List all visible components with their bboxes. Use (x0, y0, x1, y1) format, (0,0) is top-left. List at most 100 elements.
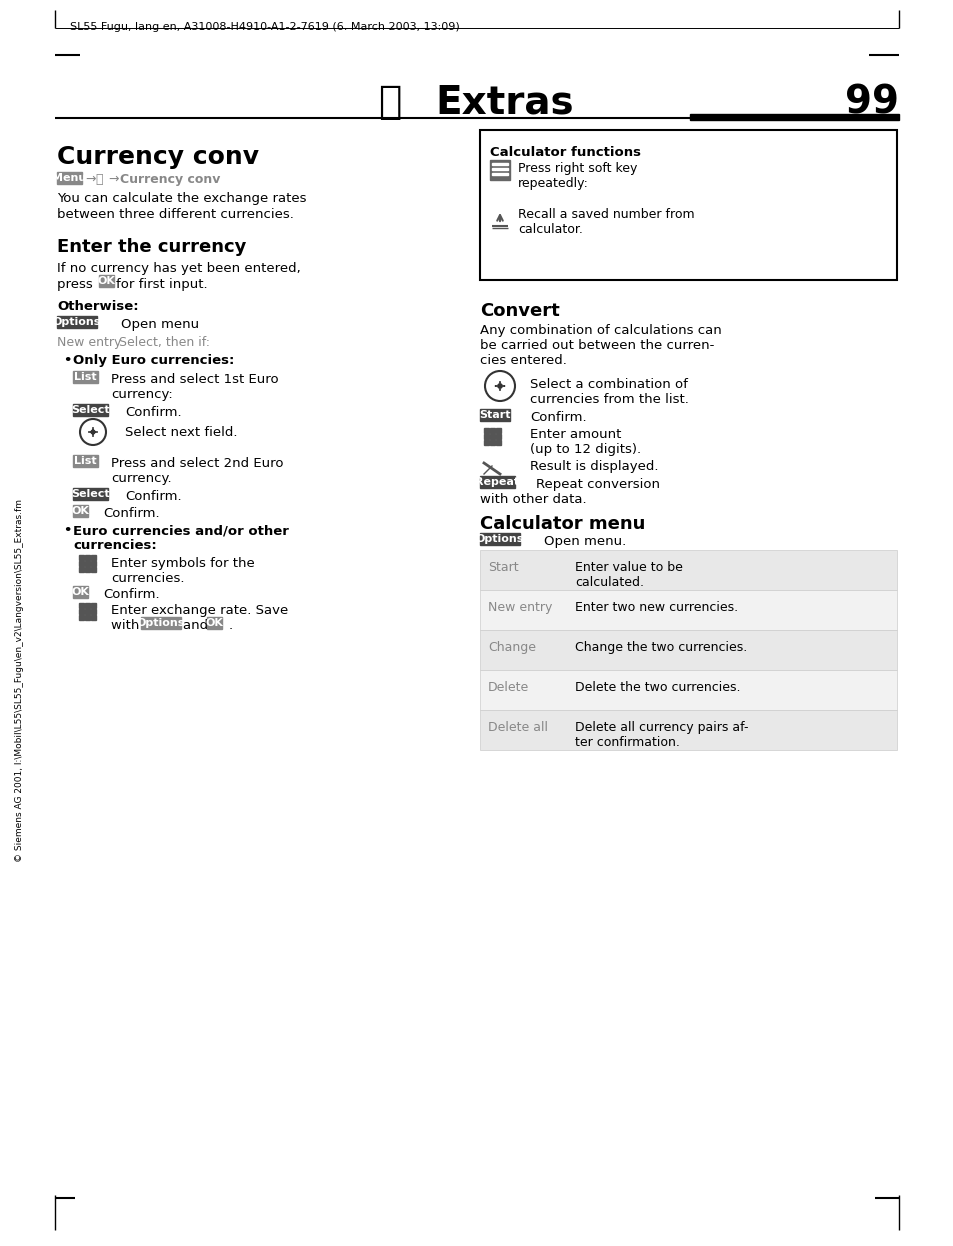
Text: Enter exchange rate. Save: Enter exchange rate. Save (111, 604, 288, 617)
Bar (207, 617, 221, 629)
Text: New entry: New entry (488, 601, 552, 614)
Bar (57, 316, 96, 328)
Text: Open menu: Open menu (121, 318, 199, 331)
Text: OK: OK (71, 506, 90, 516)
Text: Start: Start (488, 561, 518, 574)
Text: ⎘: ⎘ (378, 83, 401, 121)
Text: Confirm.: Confirm. (530, 411, 586, 424)
Text: 99: 99 (844, 83, 898, 121)
Bar (479, 130, 896, 280)
Text: Extras: Extras (435, 83, 573, 121)
Bar (91, 609, 96, 614)
Bar (79, 616, 84, 621)
Text: Press right soft key: Press right soft key (517, 162, 637, 174)
Text: Options: Options (136, 618, 185, 628)
Text: currencies.: currencies. (111, 572, 184, 586)
Bar (91, 603, 96, 608)
Bar (91, 561, 96, 566)
Text: Enter symbols for the: Enter symbols for the (111, 557, 254, 569)
Bar (85, 561, 90, 566)
Text: Enter two new currencies.: Enter two new currencies. (575, 601, 738, 614)
Text: Repeat conversion: Repeat conversion (536, 478, 659, 491)
Bar (479, 670, 896, 710)
Bar (483, 440, 489, 445)
Text: If no currency has yet been entered,: If no currency has yet been entered, (57, 262, 300, 275)
Circle shape (91, 430, 95, 435)
Text: currency:: currency: (111, 388, 172, 401)
Text: List: List (74, 456, 96, 466)
Bar (479, 549, 896, 591)
Text: Confirm.: Confirm. (103, 507, 159, 520)
Bar (492, 163, 507, 164)
Bar (689, 113, 898, 120)
Bar (490, 159, 510, 179)
Bar (79, 561, 84, 566)
Bar (85, 567, 90, 572)
Bar (85, 616, 90, 621)
Text: Options: Options (52, 316, 101, 326)
Text: Euro currencies and/or other: Euro currencies and/or other (73, 525, 289, 537)
Bar (496, 434, 500, 439)
Bar (99, 275, 113, 287)
Bar (483, 427, 489, 434)
Text: currency.: currency. (111, 472, 172, 485)
Text: Enter the currency: Enter the currency (57, 238, 246, 255)
Bar (479, 630, 896, 670)
Text: for first input.: for first input. (116, 278, 208, 292)
Text: cies entered.: cies entered. (479, 354, 566, 368)
Text: Otherwise:: Otherwise: (57, 300, 138, 313)
Text: Select, then if:: Select, then if: (119, 336, 210, 349)
Text: OK: OK (97, 277, 115, 287)
Text: Confirm.: Confirm. (103, 588, 159, 601)
Text: OK: OK (205, 618, 223, 628)
Text: Calculator functions: Calculator functions (490, 146, 640, 159)
Text: Currency conv: Currency conv (57, 145, 258, 169)
Bar (73, 586, 88, 598)
Text: →: → (85, 173, 95, 186)
Text: Open menu.: Open menu. (543, 535, 625, 548)
Bar (479, 591, 896, 630)
Text: Select: Select (71, 488, 110, 498)
Text: Confirm.: Confirm. (125, 406, 181, 419)
Bar (91, 616, 96, 621)
Text: Convert: Convert (479, 302, 559, 320)
Text: Press and select 2nd Euro: Press and select 2nd Euro (111, 457, 283, 470)
Text: © Siemens AG 2001, I:\Mobil\L55\SL55_Fugu\en_v2\Langversion\SL55_Extras.fm: © Siemens AG 2001, I:\Mobil\L55\SL55_Fug… (15, 498, 25, 861)
Bar (141, 617, 180, 629)
Circle shape (497, 384, 502, 389)
Text: repeatedly:: repeatedly: (517, 177, 588, 189)
Bar (479, 476, 515, 488)
Text: Options: Options (476, 535, 523, 545)
Bar (490, 440, 495, 445)
Bar (492, 173, 507, 174)
Bar (483, 434, 489, 439)
Text: (up to 12 digits).: (up to 12 digits). (530, 444, 640, 456)
Text: You can calculate the exchange rates: You can calculate the exchange rates (57, 192, 306, 206)
Text: ter confirmation.: ter confirmation. (575, 736, 679, 749)
Bar (57, 172, 82, 184)
Text: •: • (63, 354, 71, 368)
Bar (79, 609, 84, 614)
Text: Enter value to be: Enter value to be (575, 561, 682, 574)
Bar (492, 168, 507, 169)
Text: →: → (108, 173, 118, 186)
Bar (79, 554, 84, 559)
Bar (479, 710, 896, 750)
Bar (490, 434, 495, 439)
Text: press: press (57, 278, 97, 292)
Text: Enter amount: Enter amount (530, 427, 620, 441)
Text: Delete the two currencies.: Delete the two currencies. (575, 682, 740, 694)
Text: Delete all currency pairs af-: Delete all currency pairs af- (575, 721, 748, 734)
Text: Menu: Menu (52, 173, 87, 183)
Text: with: with (111, 619, 144, 632)
Text: between three different currencies.: between three different currencies. (57, 208, 294, 221)
Bar (85, 609, 90, 614)
Text: Confirm.: Confirm. (125, 490, 181, 503)
Bar (496, 427, 500, 434)
Bar (490, 427, 495, 434)
Text: Only Euro currencies:: Only Euro currencies: (73, 354, 234, 368)
Text: Currency conv: Currency conv (120, 173, 220, 186)
Bar (91, 567, 96, 572)
Text: currencies from the list.: currencies from the list. (530, 392, 688, 406)
Text: Delete all: Delete all (488, 721, 547, 734)
